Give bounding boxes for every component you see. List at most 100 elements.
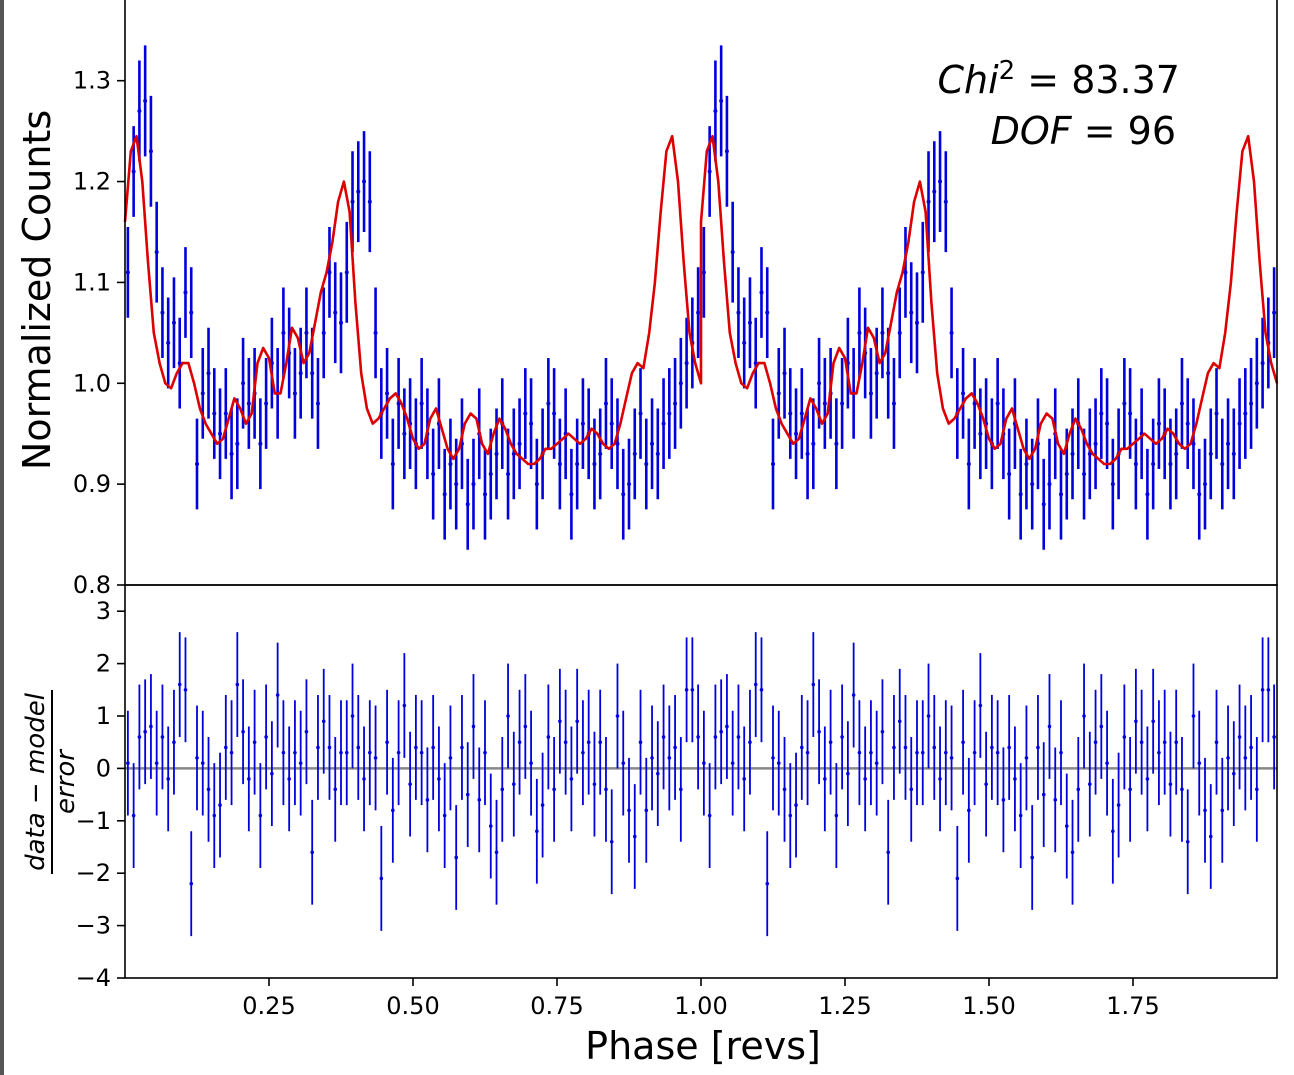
data-point — [529, 421, 534, 426]
residual-point — [431, 745, 435, 750]
residual-point — [915, 750, 919, 755]
residual-point — [851, 693, 856, 697]
residual-point — [736, 735, 741, 739]
data-point — [1064, 472, 1069, 477]
residual-point — [529, 761, 533, 765]
data-point — [765, 310, 770, 315]
residual-point — [679, 787, 683, 792]
data-point — [638, 411, 643, 416]
data-point — [166, 340, 171, 345]
residual-point — [581, 750, 585, 755]
residual-point — [333, 787, 338, 792]
window-edge — [0, 0, 4, 1075]
residual-point — [1088, 782, 1092, 786]
residual-point — [517, 740, 522, 744]
data-point — [788, 411, 793, 416]
residual-point — [460, 745, 464, 750]
residual-point — [339, 750, 343, 755]
data-point — [696, 310, 701, 315]
residual-point — [684, 688, 689, 692]
residual-point — [661, 735, 666, 739]
residual-point — [725, 724, 729, 729]
data-point — [1231, 451, 1236, 456]
data-point — [362, 179, 367, 184]
residual-point — [558, 719, 562, 724]
x-tick-label: 1.75 — [1106, 992, 1159, 1020]
residual-point — [166, 777, 170, 781]
data-point — [264, 401, 269, 406]
bottom-y-tick-label: −3 — [76, 912, 111, 940]
residual-point — [869, 750, 873, 755]
data-point — [552, 411, 557, 416]
residual-point — [488, 824, 493, 828]
data-point — [1203, 482, 1207, 487]
residual-point — [287, 777, 291, 781]
data-point — [281, 330, 286, 335]
residual-point — [1030, 855, 1034, 860]
residual-point — [707, 813, 712, 818]
data-point — [1041, 502, 1046, 507]
data-point — [1018, 492, 1023, 497]
data-point — [609, 421, 614, 426]
residual-point — [949, 756, 954, 760]
residual-point — [1139, 740, 1144, 744]
residual-point — [771, 756, 775, 760]
bottom-y-tick-label: −4 — [76, 964, 111, 992]
data-point — [978, 431, 983, 436]
residual-point — [1041, 792, 1046, 797]
residual-point — [281, 750, 286, 755]
residual-point — [206, 787, 211, 792]
data-point — [339, 320, 343, 325]
residual-point — [379, 876, 384, 881]
bottom-y-tick-label: 1 — [96, 702, 111, 730]
data-point — [1179, 401, 1184, 406]
bottom-y-tick-label: 0 — [96, 754, 111, 782]
residual-point — [200, 761, 205, 765]
chi-value: = 83.37 — [1015, 58, 1180, 102]
residual-point — [1099, 724, 1104, 729]
residual-point — [650, 756, 654, 760]
data-point — [915, 320, 919, 325]
residual-point — [995, 750, 1000, 755]
data-point — [131, 169, 136, 174]
residual-point — [615, 714, 620, 718]
data-point — [454, 482, 459, 487]
residual-point — [293, 750, 297, 755]
data-point — [920, 270, 925, 275]
data-point — [1122, 401, 1127, 406]
residual-point — [944, 750, 948, 755]
data-point — [1185, 421, 1190, 426]
residual-point — [1255, 787, 1259, 792]
data-point — [327, 270, 332, 275]
residual-point — [1151, 719, 1155, 724]
residual-point — [609, 839, 614, 844]
data-point — [909, 310, 914, 315]
data-point — [575, 461, 580, 466]
x-tick-label: 0.25 — [242, 992, 295, 1020]
residual-point — [154, 761, 159, 765]
data-point — [776, 391, 781, 396]
data-point — [448, 461, 453, 466]
residual-point — [886, 850, 890, 855]
residual-point — [1064, 824, 1069, 828]
data-point — [1174, 451, 1179, 456]
bottom-y-axis-label: data − model error — [21, 690, 81, 874]
residual-point — [753, 682, 758, 687]
residual-point — [978, 703, 983, 708]
data-point — [1237, 421, 1242, 426]
residual-point — [569, 777, 574, 781]
residual-point — [938, 777, 942, 781]
residual-point — [823, 777, 827, 781]
residual-point — [442, 813, 447, 818]
data-point — [333, 310, 338, 315]
data-point — [891, 401, 896, 406]
residual-point — [373, 756, 378, 760]
residual-point — [1180, 787, 1184, 792]
residual-point — [1036, 745, 1040, 750]
data-point — [1249, 401, 1254, 406]
bottom-y-label-denominator: error — [51, 748, 81, 814]
data-point — [1197, 492, 1202, 497]
residual-point — [656, 771, 660, 776]
residual-point — [327, 745, 332, 750]
chi-superscript: 2 — [999, 56, 1016, 86]
